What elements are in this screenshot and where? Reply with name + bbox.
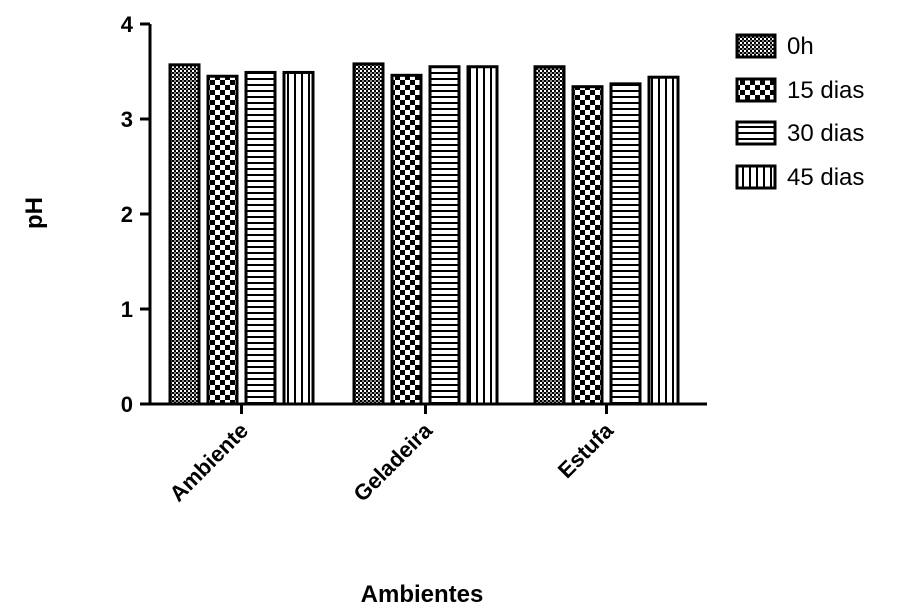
legend-swatch (735, 120, 777, 146)
x-tick-label: Estufa (553, 417, 619, 483)
y-ticks-group: 0 1 2 3 4 (121, 12, 150, 417)
bar-ambiente-0 (168, 63, 201, 406)
y-tick-label: 2 (121, 202, 133, 227)
bars-group (168, 62, 680, 406)
y-tick-label: 1 (121, 297, 133, 322)
bar-estufa-0 (533, 65, 566, 406)
y-tick-label: 0 (121, 392, 133, 417)
bar-ambiente-1 (206, 74, 239, 406)
legend: 0h 15 dias 30 dias 45 dias (735, 33, 864, 191)
y-axis-title: pH (21, 197, 48, 229)
bar-estufa-2 (609, 82, 642, 406)
legend-swatch (735, 164, 777, 190)
legend-swatch (735, 77, 777, 103)
legend-label: 30 dias (787, 120, 864, 147)
bar-estufa-3 (647, 75, 680, 406)
bar-geladeira-2 (428, 65, 461, 406)
legend-label: 15 dias (787, 77, 864, 104)
bar-geladeira-0 (352, 62, 385, 406)
legend-swatch (735, 33, 777, 59)
bar-geladeira-3 (466, 65, 499, 406)
x-tick-label: Ambiente (164, 418, 253, 507)
legend-label: 0h (787, 33, 814, 60)
x-tick-label: Geladeira (348, 417, 437, 506)
legend-label: 45 dias (787, 164, 864, 191)
bar-geladeira-1 (390, 73, 423, 406)
bar-ambiente-2 (244, 70, 277, 406)
y-tick-label: 4 (121, 12, 134, 37)
x-ticks-group: Ambiente Geladeira Estufa (164, 404, 619, 507)
bar-ambiente-3 (282, 70, 315, 406)
y-tick-label: 3 (121, 107, 133, 132)
x-axis-title: Ambientes (361, 581, 484, 605)
bar-estufa-1 (571, 85, 604, 406)
